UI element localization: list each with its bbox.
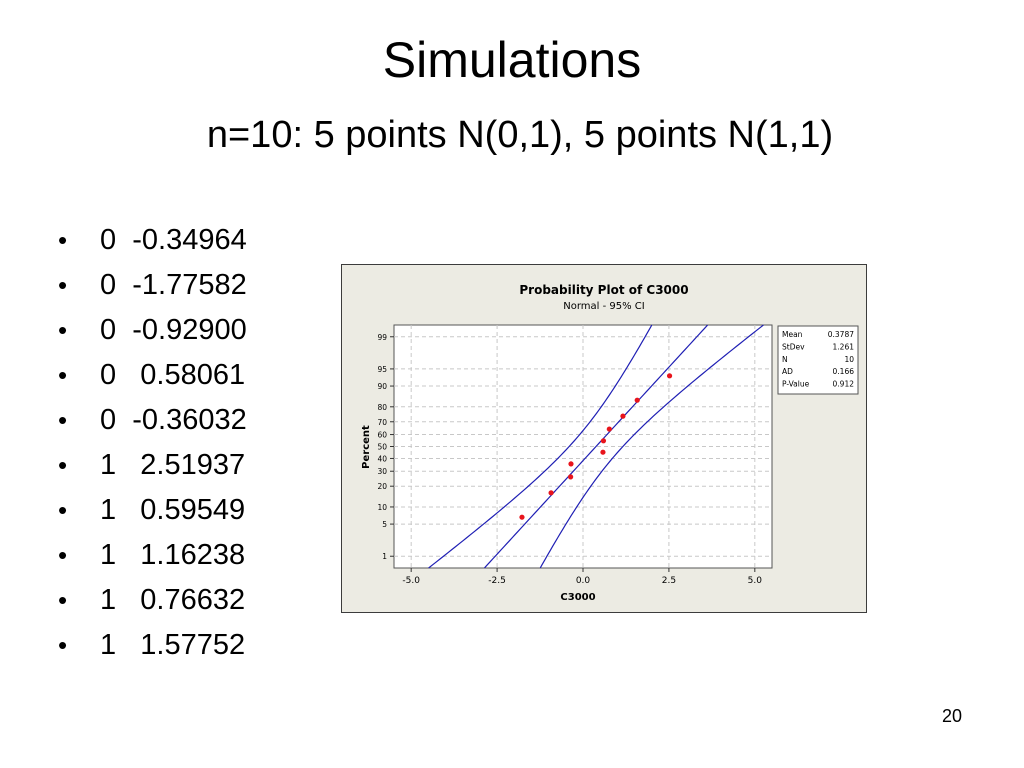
x-tick-label: -2.5 <box>488 576 506 586</box>
stats-value: 1.261 <box>833 342 855 351</box>
bullet-marker: • <box>58 315 68 345</box>
y-tick-label: 5 <box>382 520 387 529</box>
stats-value: 0.912 <box>833 380 855 389</box>
bullet-text: 0 -0.34964 <box>100 224 247 256</box>
ci-lower-band <box>539 324 764 569</box>
y-tick-label: 20 <box>377 482 387 491</box>
bullet-item: • 0 -0.92900 <box>58 308 247 353</box>
bullet-item: • 0 -1.77582 <box>58 263 247 308</box>
y-tick-label: 99 <box>377 333 387 342</box>
y-tick-label: 30 <box>377 467 387 476</box>
bullet-text: 0 0.58061 <box>100 359 246 391</box>
bullet-marker: • <box>58 585 68 615</box>
stats-label: Mean <box>782 330 803 339</box>
stats-label: AD <box>782 367 793 376</box>
chart-subtitle: Normal - 95% CI <box>563 301 644 312</box>
data-point <box>519 514 525 520</box>
bullet-text: 1 1.16238 <box>100 539 246 571</box>
bullet-item: • 1 1.16238 <box>58 533 247 578</box>
slide-subtitle: n=10: 5 points N(0,1), 5 points N(1,1) <box>206 114 834 156</box>
probability-plot-svg: Probability Plot of C3000 Normal - 95% C… <box>361 283 859 603</box>
bullet-marker: • <box>58 540 68 570</box>
y-tick-label: 70 <box>377 418 387 427</box>
y-tick-label: 60 <box>377 431 387 440</box>
bullet-item: • 1 0.59549 <box>58 488 247 533</box>
bullet-list: • 0 -0.34964 • 0 -1.77582 • 0 -0.92900 • 0 0… <box>58 218 247 668</box>
y-axis-label: Percent <box>361 425 372 469</box>
bullet-marker: • <box>58 450 68 480</box>
x-axis-label: C3000 <box>560 592 595 603</box>
bullet-marker: • <box>58 360 68 390</box>
stats-label: P-Value <box>782 380 810 389</box>
bullet-item: • 0 -0.34964 <box>58 218 247 263</box>
grid-lines <box>394 325 772 568</box>
bullet-marker: • <box>58 270 68 300</box>
y-tick-label: 90 <box>377 382 387 391</box>
bullet-text: 0 -0.92900 <box>100 314 247 346</box>
y-tick-label: 40 <box>377 454 387 463</box>
stats-box <box>777 325 859 395</box>
bullet-marker: • <box>58 630 68 660</box>
bullet-text: 1 2.51937 <box>100 449 246 481</box>
bullet-item: • 0 -0.36032 <box>58 398 247 443</box>
x-tick-label: 0.0 <box>576 576 591 586</box>
data-point <box>600 449 606 455</box>
data-point <box>606 426 612 432</box>
fit-line <box>483 324 709 569</box>
bullet-marker: • <box>58 495 68 525</box>
chart-title: Probability Plot of C3000 <box>519 283 688 297</box>
y-tick-label: 95 <box>377 365 387 374</box>
bullet-text: 1 1.57752 <box>100 629 246 661</box>
data-point <box>666 373 673 379</box>
slide-title: Simulations <box>382 32 642 88</box>
y-tick-label: 1 <box>382 552 387 561</box>
bullet-text: 1 0.59549 <box>100 494 246 526</box>
ci-upper-band <box>428 324 653 569</box>
data-point <box>600 438 607 444</box>
stats-label: StDev <box>782 342 805 351</box>
fit-lines <box>428 324 764 569</box>
stats-value: 0.3787 <box>828 330 854 339</box>
data-point <box>548 490 554 496</box>
bullet-item: • 1 0.76632 <box>58 578 247 623</box>
x-tick-label: 5.0 <box>748 576 763 586</box>
stats-table: Mean 0.3787 StDev 1.261 N 10 AD 0.166 P-Value 0.9… <box>777 325 859 395</box>
x-tick-label: 2.5 <box>662 576 676 586</box>
bullet-item: • 0 0.58061 <box>58 353 247 398</box>
probability-plot: Probability Plot of C3000 Normal - 95% C… <box>341 264 867 613</box>
bullet-marker: • <box>58 405 68 435</box>
data-point <box>634 397 640 403</box>
data-point <box>620 413 626 419</box>
bullet-item: • 1 1.57752 <box>58 623 247 668</box>
bullet-marker: • <box>58 225 68 255</box>
x-tick-label: -5.0 <box>402 576 420 586</box>
y-tick-label: 10 <box>377 503 387 512</box>
bullet-text: 0 -0.36032 <box>100 404 247 436</box>
data-point <box>568 474 574 480</box>
bullet-text: 1 0.76632 <box>100 584 246 616</box>
data-points <box>519 373 673 520</box>
stats-value: 0.166 <box>833 367 855 376</box>
stats-label: N <box>782 355 788 364</box>
axis-ticks: -5.0 -2.5 0.0 2.5 5.0 1 5 10 20 30 40 50 60 70 80 90 95 9… <box>377 333 762 586</box>
bullet-item: • 1 2.51937 <box>58 443 247 488</box>
bullet-text: 0 -1.77582 <box>100 269 247 301</box>
stats-value: 10 <box>844 355 854 364</box>
y-tick-label: 50 <box>377 443 387 452</box>
page-number: 20 <box>941 706 962 726</box>
y-tick-label: 80 <box>377 403 387 412</box>
data-point <box>568 461 574 467</box>
